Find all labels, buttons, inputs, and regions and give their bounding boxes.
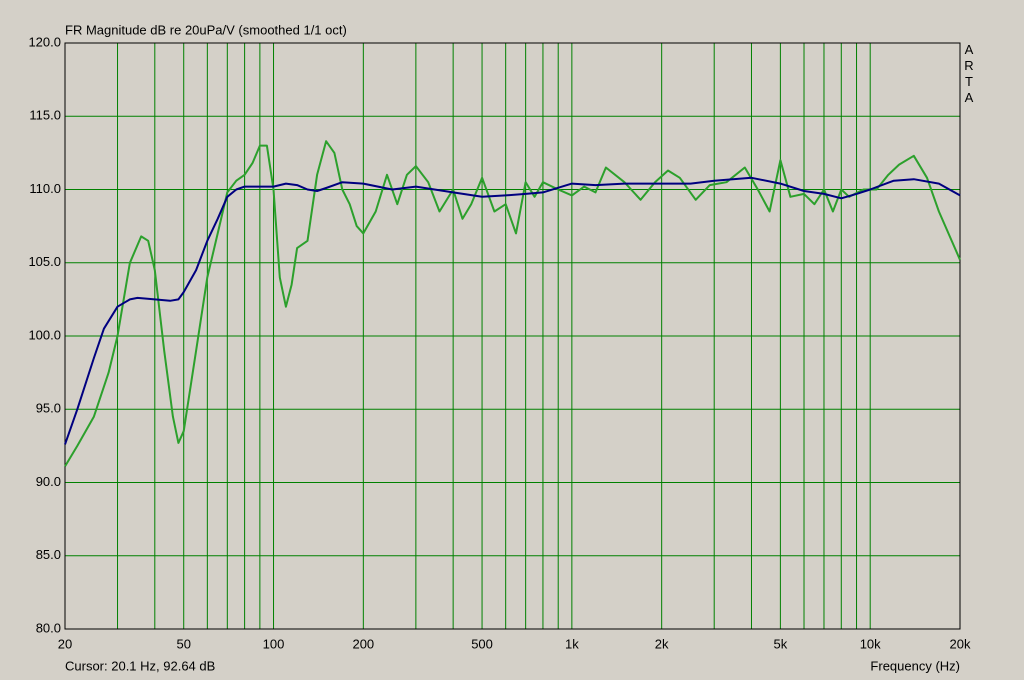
x-tick-label: 5k xyxy=(774,636,788,651)
x-tick-label: 20k xyxy=(950,636,971,651)
y-tick-label: 90.0 xyxy=(36,474,61,489)
series-line xyxy=(64,176,961,445)
y-tick-label: 110.0 xyxy=(29,181,61,196)
y-tick-label: 100.0 xyxy=(28,327,61,342)
x-tick-label: 2k xyxy=(655,636,669,651)
x-tick-label: 50 xyxy=(176,636,190,651)
series-line xyxy=(64,140,961,467)
y-tick-label: 80.0 xyxy=(36,620,61,635)
x-axis-label: Frequency (Hz) xyxy=(870,658,960,673)
x-tick-label: 100 xyxy=(263,636,285,651)
x-tick-label: 1k xyxy=(565,636,579,651)
y-tick-label: 115.0 xyxy=(29,108,61,123)
plot-border xyxy=(64,42,961,630)
chart-title: FR Magnitude dB re 20uPa/V (smoothed 1/1… xyxy=(65,22,347,37)
x-tick-label: 20 xyxy=(58,636,72,651)
y-tick-label: 85.0 xyxy=(36,547,61,562)
x-tick-label: 10k xyxy=(860,636,881,651)
cursor-readout: Cursor: 20.1 Hz, 92.64 dB xyxy=(65,658,215,673)
y-tick-label: 95.0 xyxy=(36,401,61,416)
x-tick-label: 200 xyxy=(352,636,374,651)
watermark: ARTA xyxy=(964,42,974,105)
x-tick-label: 500 xyxy=(471,636,493,651)
y-tick-label: 105.0 xyxy=(28,254,61,269)
y-tick-label: 120.0 xyxy=(28,34,61,49)
